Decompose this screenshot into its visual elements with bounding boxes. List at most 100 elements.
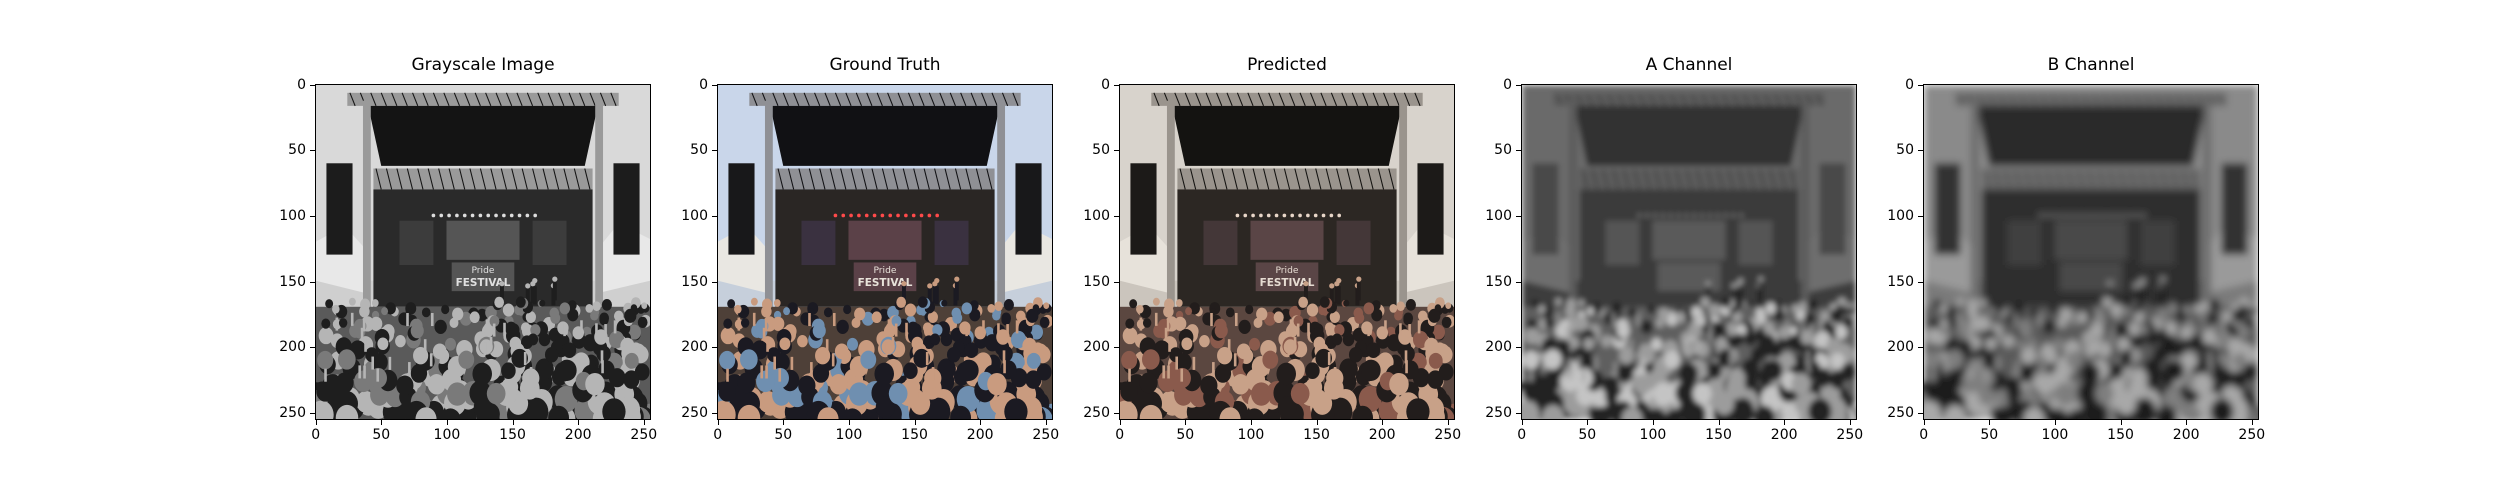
- x-tick-label: 150: [901, 427, 928, 443]
- y-tick-label: 250: [279, 404, 306, 421]
- x-tick-label: 100: [1639, 427, 1667, 443]
- y-tick-mark: [1114, 150, 1119, 152]
- screen-left: [1203, 220, 1238, 266]
- y-tick-mark: [310, 412, 315, 414]
- y-tick-label: 0: [1905, 76, 1914, 93]
- center-screen: [2054, 220, 2128, 260]
- y-tick-label: 250: [1083, 404, 1110, 421]
- x-tick-mark: [717, 420, 719, 425]
- y-tick-mark: [1918, 347, 1923, 349]
- x-tick-mark: [1849, 420, 1851, 425]
- y-tick-label: 50: [1494, 142, 1512, 159]
- y-tick-mark: [310, 347, 315, 349]
- y-tick-label: 0: [1503, 76, 1512, 93]
- panel-title: Ground Truth: [829, 55, 941, 75]
- x-tick-label: 250: [1032, 427, 1060, 443]
- x-tick-label: 100: [433, 427, 461, 443]
- x-tick-mark: [1989, 420, 1991, 425]
- x-tick-mark: [315, 420, 317, 425]
- y-tick-mark: [1516, 215, 1521, 217]
- y-tick-label: 250: [681, 404, 708, 421]
- y-tick-mark: [1918, 150, 1923, 152]
- x-tick-mark: [1784, 420, 1786, 425]
- y-tick-label: 50: [1896, 142, 1914, 159]
- banner-text-line-2: FESTIVAL: [456, 277, 511, 289]
- x-tick-label: 200: [2172, 427, 2200, 443]
- x-tick-label: 200: [1368, 427, 1396, 443]
- y-tick-mark: [1918, 215, 1923, 217]
- x-tick-label: 200: [1770, 427, 1798, 443]
- image-axes: Pride FESTIVAL: [1119, 84, 1455, 420]
- banner-text-line-1: Pride: [873, 266, 896, 276]
- y-tick-label: 200: [279, 339, 306, 356]
- speaker-right: [1417, 163, 1444, 255]
- x-tick-mark: [1250, 420, 1252, 425]
- banner-text-line-2: FESTIVAL: [1260, 277, 1315, 289]
- x-tick-mark: [1652, 420, 1654, 425]
- x-tick-mark: [783, 420, 785, 425]
- y-tick-label: 100: [1887, 207, 1914, 224]
- x-tick-label: 200: [966, 427, 994, 443]
- banner-text-line-1: Pride: [1275, 266, 1298, 276]
- x-tick-label: 200: [564, 427, 592, 443]
- roof-truss: [1151, 92, 1423, 106]
- y-tick-label: 100: [681, 207, 708, 224]
- stage-roof: [368, 105, 598, 166]
- panel-a-channel: A Channel 0 0 50 50 100 100 150 150 200 200 250 250: [1468, 55, 1863, 475]
- panel-title: B Channel: [2047, 55, 2135, 75]
- screen-right: [934, 220, 969, 266]
- panel-title: Grayscale Image: [411, 55, 555, 75]
- y-tick-label: 100: [279, 207, 306, 224]
- y-tick-mark: [310, 150, 315, 152]
- y-tick-mark: [1918, 281, 1923, 283]
- x-tick-mark: [1382, 420, 1384, 425]
- x-tick-mark: [578, 420, 580, 425]
- pole-right: [1801, 100, 1810, 310]
- x-tick-label: 50: [1578, 427, 1597, 443]
- banner-text-line-1: Pride: [471, 266, 494, 276]
- y-tick-mark: [1918, 84, 1923, 86]
- y-tick-label: 150: [1083, 273, 1110, 290]
- y-tick-mark: [1114, 281, 1119, 283]
- y-tick-mark: [310, 84, 315, 86]
- speaker-right: [1819, 163, 1846, 255]
- panel-ground-truth: Ground Truth Pride FESTIVAL 0 0 50 50 100 100 150…: [664, 55, 1059, 475]
- y-tick-mark: [1516, 84, 1521, 86]
- x-tick-label: 250: [2238, 427, 2266, 443]
- x-tick-label: 0: [713, 427, 723, 443]
- roof-truss: [1955, 92, 2227, 106]
- screen-left: [2007, 220, 2042, 266]
- x-tick-mark: [2120, 420, 2122, 425]
- image-axes: Pride FESTIVAL: [717, 84, 1053, 420]
- image-axes: [1923, 84, 2259, 420]
- x-tick-mark: [914, 420, 916, 425]
- panel-b-channel: B Channel 0 0 50 50 100 100 150 150 200 200 250 250: [1870, 55, 2265, 475]
- x-tick-mark: [1587, 420, 1589, 425]
- y-tick-mark: [1516, 281, 1521, 283]
- y-tick-label: 150: [1485, 273, 1512, 290]
- x-tick-label: 250: [1434, 427, 1462, 443]
- image-axes: Pride FESTIVAL: [315, 84, 651, 420]
- pole-left: [1166, 100, 1175, 310]
- y-tick-label: 150: [1887, 273, 1914, 290]
- pole-right: [2203, 100, 2212, 310]
- stage-roof: [1976, 105, 2206, 166]
- x-tick-label: 150: [1705, 427, 1732, 443]
- x-tick-label: 250: [1836, 427, 1864, 443]
- panel-title: A Channel: [1645, 55, 1733, 75]
- roof-truss: [1553, 92, 1825, 106]
- x-tick-mark: [2054, 420, 2056, 425]
- y-tick-label: 200: [1485, 339, 1512, 356]
- festival-banner: [2059, 262, 2123, 292]
- y-tick-label: 50: [288, 142, 306, 159]
- y-tick-mark: [1918, 412, 1923, 414]
- x-tick-label: 50: [774, 427, 793, 443]
- y-tick-label: 200: [681, 339, 708, 356]
- x-tick-mark: [1521, 420, 1523, 425]
- panel-title: Predicted: [1247, 55, 1327, 75]
- screen-left: [399, 220, 434, 266]
- x-tick-label: 0: [1115, 427, 1125, 443]
